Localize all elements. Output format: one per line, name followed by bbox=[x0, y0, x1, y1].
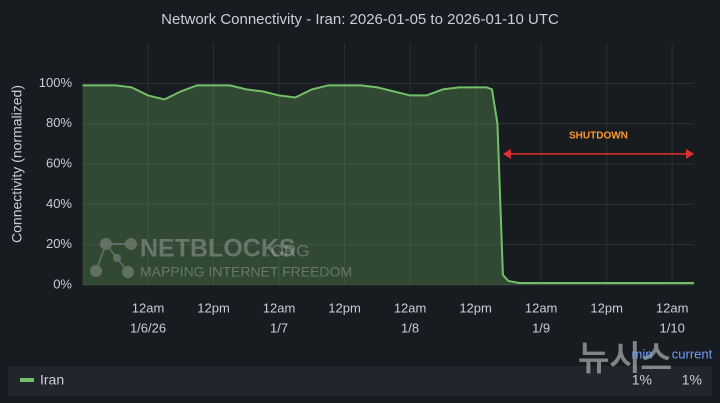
y-tick-label: 60% bbox=[46, 155, 72, 170]
y-tick-label: 100% bbox=[39, 75, 73, 90]
legend-bar bbox=[8, 366, 712, 396]
y-tick-label: 20% bbox=[46, 236, 72, 251]
annotation-arrowhead bbox=[686, 148, 694, 159]
x-tick-label: 12am bbox=[394, 300, 427, 315]
x-tick-label: 1/10 bbox=[660, 320, 685, 335]
x-tick-label: 1/7 bbox=[270, 320, 288, 335]
x-tick-label: 12pm bbox=[197, 300, 230, 315]
legend-stat-value: 1% bbox=[682, 372, 702, 388]
x-tick-label: 12am bbox=[525, 300, 558, 315]
y-tick-label: 40% bbox=[46, 196, 72, 211]
legend-label: Iran bbox=[40, 372, 64, 388]
legend-stat-header: current bbox=[672, 346, 713, 361]
legend-stat-header: min bbox=[632, 346, 653, 361]
x-tick-label: 12pm bbox=[328, 300, 361, 315]
x-tick-label: 12am bbox=[656, 300, 689, 315]
legend-stat-value: 1% bbox=[632, 372, 652, 388]
watermark-agency: 뉴시스 bbox=[578, 340, 672, 378]
x-tick-label: 12am bbox=[132, 300, 165, 315]
annotation-arrowhead bbox=[502, 148, 511, 159]
x-tick-label: 1/6/26 bbox=[130, 320, 166, 335]
area bbox=[82, 85, 694, 285]
plot bbox=[82, 43, 694, 286]
x-tick-label: 1/9 bbox=[532, 320, 550, 335]
x-tick-label: 12pm bbox=[590, 300, 623, 315]
line bbox=[82, 84, 694, 284]
x-tick-label: 1/8 bbox=[401, 320, 419, 335]
watermark-tagline: MAPPING INTERNET FREEDOM bbox=[140, 264, 352, 280]
annotation-text: SHUTDOWN bbox=[569, 131, 628, 142]
watermark-logo bbox=[90, 238, 137, 278]
x-tick-label: 12am bbox=[263, 300, 296, 315]
y-tick-label: 0% bbox=[53, 276, 72, 291]
x-tick-label: 12pm bbox=[459, 300, 492, 315]
watermark-domain: .ORG bbox=[266, 241, 309, 260]
watermark-brand: NETBLOCKS bbox=[140, 235, 296, 263]
y-tick-label: 80% bbox=[46, 115, 72, 130]
chart-title: Network Connectivity - Iran: 2026-01-05 … bbox=[161, 11, 559, 28]
legend-swatch bbox=[20, 378, 34, 382]
y-axis-label: Connectivity (normalized) bbox=[9, 85, 25, 243]
